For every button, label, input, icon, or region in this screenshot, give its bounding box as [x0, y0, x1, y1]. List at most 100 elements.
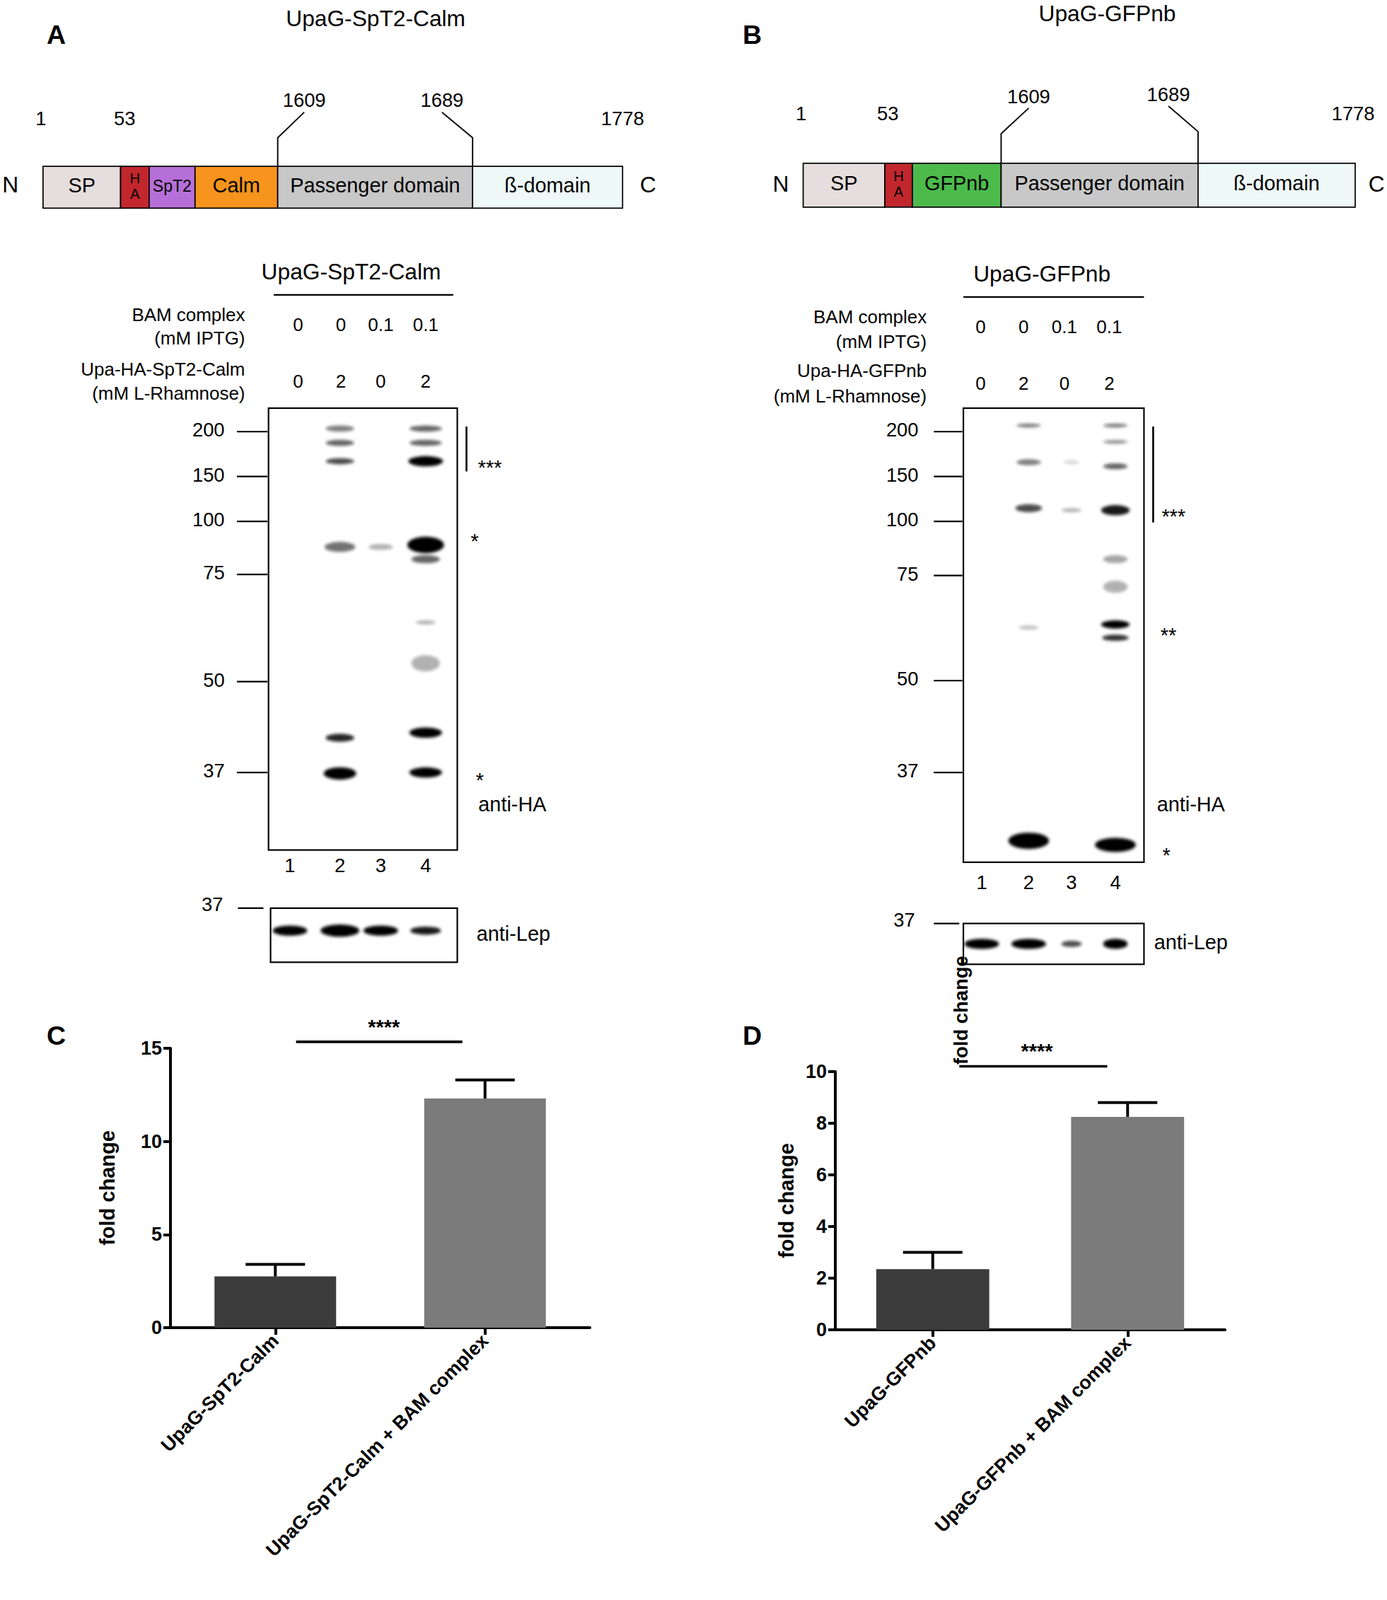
svg-text:0: 0	[375, 370, 386, 392]
svg-text:1778: 1778	[601, 107, 645, 130]
svg-text:1: 1	[795, 102, 807, 125]
svg-text:0.1: 0.1	[367, 314, 394, 336]
svg-text:0: 0	[1059, 372, 1070, 394]
svg-text:2: 2	[1104, 372, 1114, 394]
svg-text:5: 5	[151, 1223, 162, 1245]
svg-text:15: 15	[140, 1037, 162, 1059]
svg-text:(mM L-Rhamnose): (mM L-Rhamnose)	[91, 382, 245, 404]
svg-text:75: 75	[896, 563, 919, 585]
svg-text:D: D	[742, 1020, 762, 1051]
svg-text:53: 53	[113, 107, 136, 130]
svg-text:*: *	[1162, 843, 1171, 867]
svg-text:0: 0	[975, 316, 986, 338]
svg-text:2: 2	[816, 1267, 827, 1289]
svg-text:anti-HA: anti-HA	[478, 792, 547, 816]
svg-text:150: 150	[886, 463, 919, 486]
svg-text:4: 4	[1109, 871, 1121, 894]
svg-text:B: B	[742, 19, 762, 50]
svg-text:1609: 1609	[282, 89, 327, 112]
svg-text:UpaG-GFPnb: UpaG-GFPnb	[1039, 0, 1177, 27]
svg-text:fold change: fold change	[775, 1142, 798, 1259]
svg-text:*: *	[470, 529, 479, 553]
svg-text:3: 3	[375, 854, 387, 877]
svg-text:Passenger domain: Passenger domain	[289, 173, 461, 197]
svg-text:2: 2	[334, 854, 346, 877]
svg-text:0.1: 0.1	[1096, 316, 1122, 338]
svg-text:37: 37	[201, 893, 223, 916]
svg-text:Calm: Calm	[212, 173, 261, 197]
svg-text:UpaG-GFPnb + BAM complex: UpaG-GFPnb + BAM complex	[930, 1331, 1136, 1537]
svg-text:6: 6	[816, 1164, 827, 1186]
svg-text:***: ***	[1161, 505, 1186, 528]
svg-text:UpaG-GFPnb: UpaG-GFPnb	[973, 260, 1111, 287]
svg-text:*: *	[476, 768, 484, 792]
svg-text:**: **	[1160, 623, 1177, 647]
svg-text:200: 200	[192, 418, 225, 441]
svg-text:0: 0	[816, 1319, 827, 1341]
svg-text:****: ****	[1020, 1039, 1054, 1063]
svg-text:1689: 1689	[420, 89, 464, 112]
svg-text:BAM complex: BAM complex	[131, 304, 245, 326]
svg-text:0: 0	[292, 314, 303, 336]
svg-text:2: 2	[1023, 871, 1035, 894]
svg-text:****: ****	[367, 1015, 401, 1039]
svg-text:SP: SP	[830, 171, 858, 195]
svg-text:0.1: 0.1	[413, 314, 439, 336]
svg-text:1: 1	[976, 871, 987, 894]
svg-text:fold change: fold change	[96, 1130, 119, 1246]
svg-text:0: 0	[1018, 316, 1029, 338]
svg-text:(mM IPTG): (mM IPTG)	[154, 327, 245, 349]
svg-text:4: 4	[420, 854, 431, 877]
svg-text:UpaG-SpT2-Calm: UpaG-SpT2-Calm	[157, 1329, 283, 1456]
svg-text:53: 53	[877, 102, 899, 125]
svg-text:C: C	[640, 171, 657, 198]
svg-text:4: 4	[816, 1215, 827, 1238]
svg-text:2: 2	[1018, 372, 1029, 394]
svg-text:anti-Lep: anti-Lep	[1154, 930, 1228, 954]
svg-text:UpaG-GFPnb: UpaG-GFPnb	[840, 1331, 940, 1432]
svg-text:anti-HA: anti-HA	[1157, 792, 1226, 816]
svg-text:N: N	[772, 171, 789, 197]
svg-text:GFPnb: GFPnb	[924, 171, 989, 195]
svg-text:3: 3	[1065, 871, 1077, 894]
svg-text:C: C	[1368, 171, 1385, 197]
svg-text:37: 37	[896, 759, 919, 782]
svg-text:10: 10	[140, 1130, 162, 1153]
svg-text:***: ***	[478, 456, 503, 479]
svg-text:50: 50	[896, 667, 919, 690]
svg-text:2: 2	[420, 370, 431, 392]
svg-text:anti-Lep: anti-Lep	[476, 922, 551, 945]
svg-text:A: A	[130, 186, 141, 202]
svg-text:A: A	[46, 19, 66, 50]
svg-text:2: 2	[335, 370, 346, 392]
svg-text:ß-domain: ß-domain	[1233, 171, 1320, 195]
svg-text:150: 150	[192, 463, 225, 486]
svg-text:(mM L-Rhamnose): (mM L-Rhamnose)	[773, 385, 927, 407]
svg-text:75: 75	[202, 561, 225, 584]
svg-text:H: H	[893, 168, 904, 184]
svg-text:Upa-HA-SpT2-Calm: Upa-HA-SpT2-Calm	[80, 358, 245, 380]
svg-text:100: 100	[886, 508, 919, 531]
svg-text:8: 8	[816, 1112, 827, 1134]
svg-text:H: H	[129, 170, 141, 187]
svg-text:0: 0	[335, 314, 346, 336]
svg-text:UpaG-SpT2-Calm: UpaG-SpT2-Calm	[261, 258, 442, 285]
svg-text:1689: 1689	[1147, 83, 1191, 106]
svg-text:UpaG-SpT2-Calm + BAM complex: UpaG-SpT2-Calm + BAM complex	[261, 1329, 493, 1561]
svg-text:10: 10	[805, 1060, 827, 1083]
svg-text:0: 0	[151, 1316, 162, 1339]
svg-text:1778: 1778	[1331, 102, 1375, 125]
svg-text:1609: 1609	[1007, 85, 1051, 108]
svg-text:50: 50	[202, 669, 225, 692]
svg-text:37: 37	[202, 759, 225, 782]
svg-text:fold change: fold change	[949, 955, 972, 1065]
svg-text:200: 200	[886, 418, 919, 441]
svg-text:A: A	[894, 183, 904, 200]
svg-text:0: 0	[975, 372, 986, 394]
svg-text:N: N	[2, 171, 19, 198]
svg-text:37: 37	[893, 908, 915, 931]
svg-text:UpaG-SpT2-Calm: UpaG-SpT2-Calm	[285, 5, 466, 32]
svg-text:Passenger domain: Passenger domain	[1014, 171, 1185, 195]
svg-text:ß-domain: ß-domain	[504, 173, 591, 197]
svg-text:0: 0	[292, 370, 303, 392]
